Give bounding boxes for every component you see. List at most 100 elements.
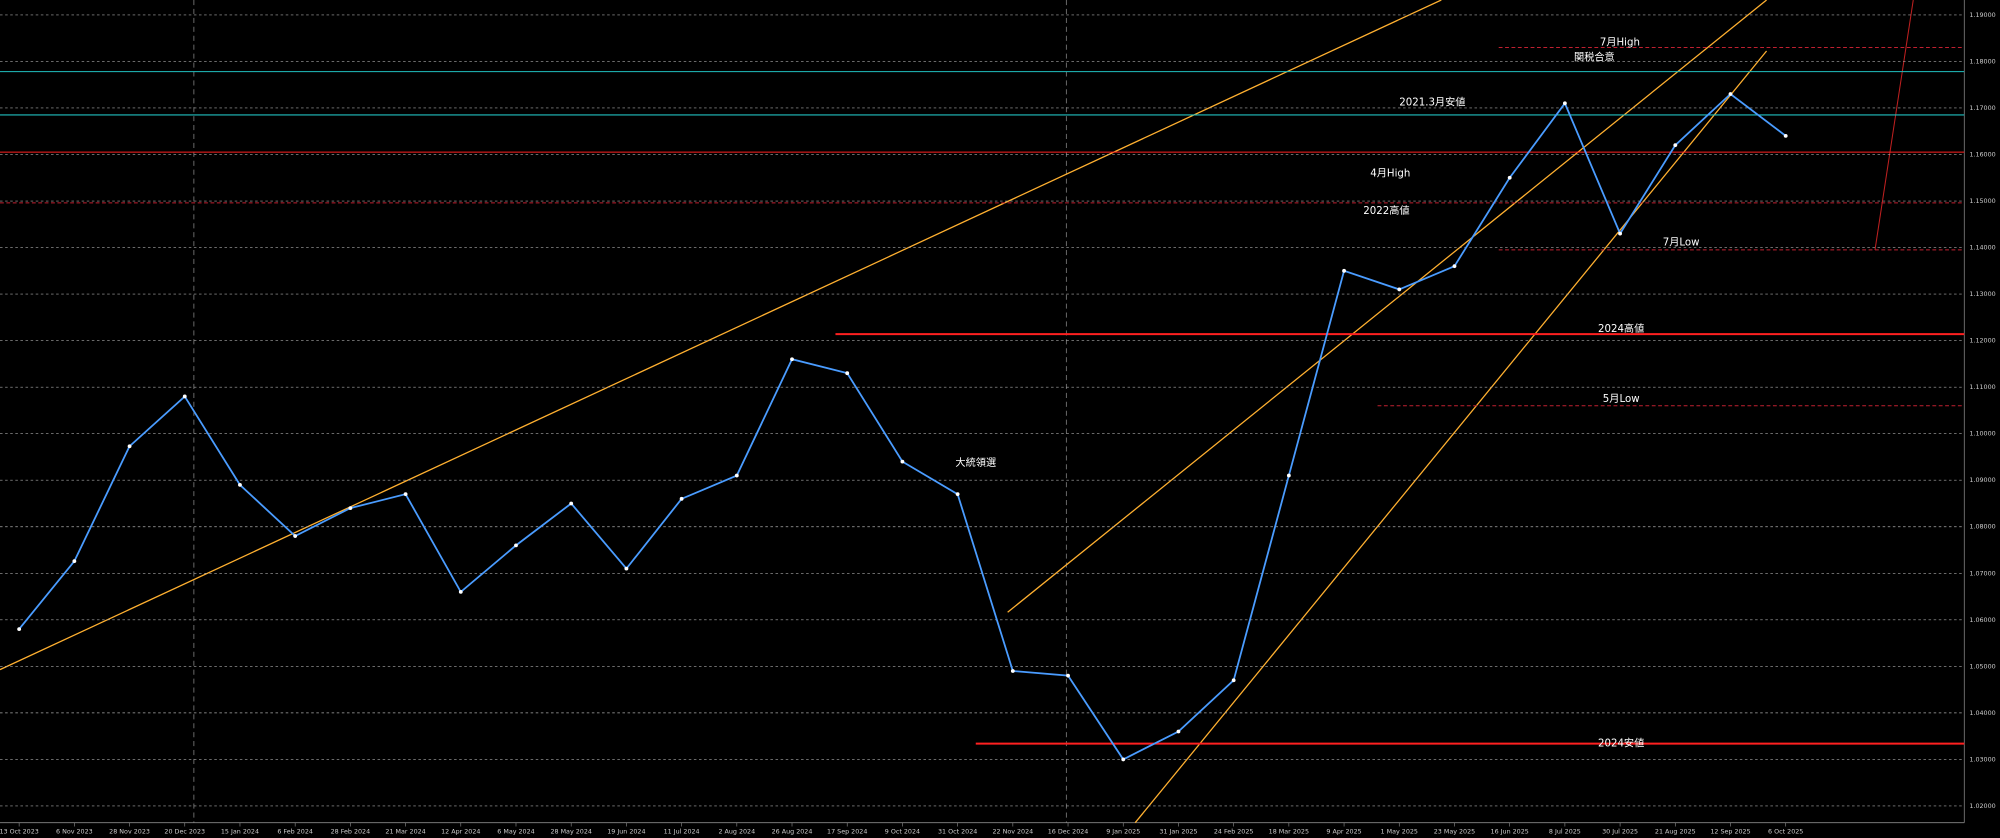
price-point bbox=[1342, 268, 1346, 273]
price-point bbox=[734, 473, 739, 478]
y-tick-label: 1.06000 bbox=[1969, 616, 1995, 624]
x-tick-label: 16 Jun 2025 bbox=[1491, 828, 1529, 836]
x-tick-label: 15 Jan 2024 bbox=[221, 828, 259, 836]
price-point bbox=[238, 482, 242, 487]
x-tick-label: 13 Oct 2023 bbox=[0, 828, 39, 836]
x-tick-label: 22 Nov 2024 bbox=[992, 828, 1033, 836]
y-tick-label: 1.09000 bbox=[1969, 476, 1995, 484]
price-point bbox=[1783, 133, 1788, 138]
price-point bbox=[1286, 473, 1291, 478]
price-point bbox=[1673, 143, 1678, 148]
price-point bbox=[955, 492, 960, 497]
y-tick-label: 1.12000 bbox=[1969, 337, 1995, 345]
price-point bbox=[72, 559, 77, 564]
price-point bbox=[1507, 175, 1512, 180]
y-tick-label: 1.16000 bbox=[1969, 150, 1995, 158]
price-point bbox=[458, 589, 463, 594]
channel-line bbox=[0, 0, 1442, 671]
x-tick-label: 21 Aug 2025 bbox=[1655, 828, 1696, 836]
y-tick-label: 1.05000 bbox=[1969, 662, 1995, 670]
price-point bbox=[17, 627, 22, 632]
x-tick-label: 2 Aug 2024 bbox=[718, 828, 755, 836]
channel-line bbox=[1134, 50, 1768, 824]
price-point bbox=[1231, 678, 1236, 683]
x-tick-label: 8 Jul 2025 bbox=[1549, 828, 1581, 836]
x-tick-label: 9 Apr 2025 bbox=[1326, 828, 1361, 836]
annotation: 7月Low bbox=[1663, 236, 1700, 248]
x-tick-label: 9 Oct 2024 bbox=[885, 828, 920, 836]
y-tick-label: 1.02000 bbox=[1969, 802, 1995, 810]
price-point bbox=[1728, 92, 1733, 96]
fibo-line bbox=[1874, 0, 1914, 251]
annotation: 5月Low bbox=[1603, 393, 1640, 405]
x-tick-label: 19 Jun 2024 bbox=[607, 828, 645, 836]
x-tick-label: 16 Dec 2024 bbox=[1048, 828, 1089, 836]
price-point bbox=[1066, 673, 1070, 678]
annotation: 2022高値 bbox=[1363, 204, 1409, 217]
x-tick-label: 1 May 2025 bbox=[1381, 828, 1418, 836]
price-point bbox=[403, 492, 408, 497]
x-tick-label: 20 Dec 2023 bbox=[164, 828, 205, 836]
x-tick-label: 28 Feb 2024 bbox=[331, 828, 371, 836]
price-point bbox=[569, 501, 574, 506]
annotation: 7月High bbox=[1600, 36, 1640, 48]
annotation: 4月High bbox=[1370, 168, 1410, 180]
x-tick-label: 24 Feb 2025 bbox=[1214, 828, 1254, 836]
price-point bbox=[1176, 729, 1181, 734]
x-tick-label: 11 Jul 2024 bbox=[664, 828, 700, 836]
x-tick-label: 21 Mar 2024 bbox=[385, 828, 425, 836]
y-tick-label: 1.17000 bbox=[1969, 104, 1995, 112]
x-tick-label: 28 Nov 2023 bbox=[109, 828, 150, 836]
x-tick-label: 31 Oct 2024 bbox=[938, 828, 977, 836]
annotation: 2024安値 bbox=[1598, 737, 1644, 750]
x-tick-label: 23 May 2025 bbox=[1434, 828, 1475, 836]
x-tick-label: 6 Nov 2023 bbox=[56, 828, 93, 836]
x-tick-label: 6 Feb 2024 bbox=[277, 828, 313, 836]
price-point bbox=[1397, 287, 1402, 292]
y-tick-label: 1.15000 bbox=[1969, 197, 1995, 205]
price-point bbox=[679, 496, 684, 501]
x-tick-label: 18 Mar 2025 bbox=[1269, 828, 1309, 836]
y-tick-label: 1.18000 bbox=[1969, 57, 1995, 65]
price-point bbox=[1121, 757, 1126, 762]
y-tick-label: 1.14000 bbox=[1969, 244, 1995, 252]
x-tick-label: 28 May 2024 bbox=[550, 828, 591, 836]
price-point bbox=[127, 444, 132, 449]
x-tick-label: 6 May 2024 bbox=[497, 828, 534, 836]
x-tick-label: 12 Sep 2025 bbox=[1710, 828, 1750, 836]
price-point bbox=[514, 543, 518, 548]
annotation: 大統領選 bbox=[955, 456, 996, 469]
x-tick-label: 6 Oct 2025 bbox=[1768, 828, 1803, 836]
price-point bbox=[1010, 669, 1015, 673]
price-point bbox=[845, 371, 850, 376]
y-tick-label: 1.04000 bbox=[1969, 709, 1995, 717]
price-point bbox=[790, 357, 794, 362]
annotation: 2024高値 bbox=[1598, 322, 1644, 335]
y-tick-label: 1.19000 bbox=[1969, 11, 1995, 19]
x-tick-label: 12 Apr 2024 bbox=[441, 828, 480, 836]
price-point bbox=[1452, 264, 1457, 269]
channel-line bbox=[1007, 0, 1767, 613]
y-tick-label: 1.11000 bbox=[1969, 383, 1995, 391]
x-tick-label: 17 Sep 2024 bbox=[827, 828, 867, 836]
x-tick-label: 31 Jan 2025 bbox=[1159, 828, 1197, 836]
price-point bbox=[293, 534, 298, 538]
y-tick-label: 1.03000 bbox=[1969, 755, 1995, 763]
x-tick-label: 26 Aug 2024 bbox=[772, 828, 813, 836]
x-tick-label: 30 Jul 2025 bbox=[1602, 828, 1638, 836]
y-tick-label: 1.08000 bbox=[1969, 523, 1995, 531]
x-tick-label: 9 Jan 2025 bbox=[1106, 828, 1140, 836]
y-tick-label: 1.07000 bbox=[1969, 569, 1995, 577]
price-point bbox=[900, 459, 905, 464]
price-point bbox=[1618, 231, 1623, 236]
annotation: 2021.3月安値 bbox=[1399, 95, 1465, 108]
price-point bbox=[348, 506, 353, 511]
price-point bbox=[1562, 101, 1567, 106]
y-tick-label: 1.13000 bbox=[1969, 290, 1995, 298]
y-tick-label: 1.10000 bbox=[1969, 430, 1995, 438]
price-point bbox=[624, 566, 629, 571]
annotation: 関税合意 bbox=[1574, 51, 1615, 64]
price-point bbox=[182, 394, 187, 399]
